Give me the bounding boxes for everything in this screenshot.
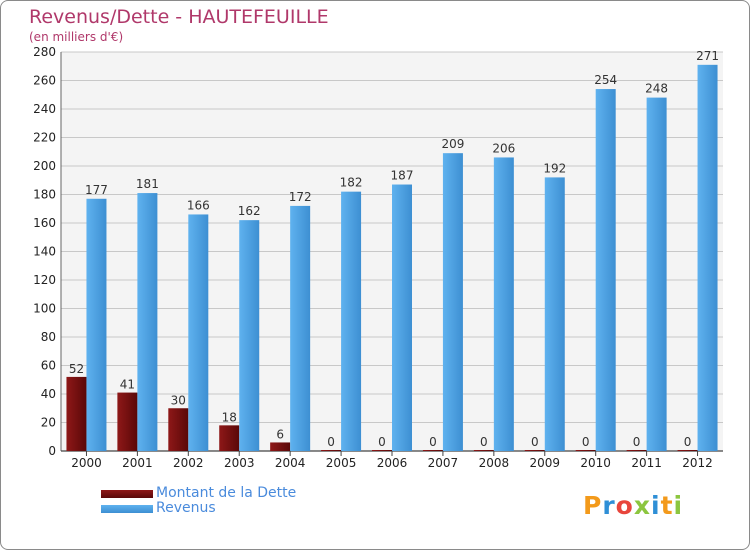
bar-revenus [86, 198, 107, 451]
x-tick-label: 2005 [326, 456, 357, 470]
data-label-revenus: 177 [85, 183, 108, 197]
y-tick-label: 0 [48, 444, 56, 458]
x-tick-label: 2003 [224, 456, 255, 470]
data-label-revenus: 162 [238, 204, 261, 218]
legend-label-dette: Montant de la Dette [156, 485, 297, 501]
data-label-revenus: 182 [340, 176, 363, 190]
data-label-dette: 41 [120, 378, 135, 392]
y-tick-label: 160 [33, 216, 56, 230]
bar-dette [117, 392, 138, 451]
x-tick-label: 2007 [428, 456, 459, 470]
x-tick-label: 2002 [173, 456, 204, 470]
bar-revenus [137, 193, 158, 451]
x-tick-label: 2006 [377, 456, 408, 470]
bar-dette [168, 408, 189, 451]
data-label-dette: 0 [378, 435, 386, 449]
bar-revenus [239, 220, 260, 451]
data-label-revenus: 181 [136, 177, 159, 191]
y-tick-label: 120 [33, 273, 56, 287]
data-label-dette: 0 [429, 435, 437, 449]
y-tick-label: 80 [41, 330, 56, 344]
data-label-dette: 30 [171, 393, 186, 407]
data-label-revenus: 209 [441, 137, 464, 151]
data-label-revenus: 166 [187, 198, 210, 212]
bar-dette [473, 450, 494, 451]
x-tick-label: 2009 [529, 456, 560, 470]
bar-dette [66, 376, 87, 451]
bar-dette [626, 450, 647, 451]
bar-revenus [442, 153, 463, 452]
bar-revenus [341, 191, 362, 451]
y-tick-label: 280 [33, 45, 56, 59]
y-tick-label: 60 [41, 359, 56, 373]
data-label-revenus: 192 [543, 161, 566, 175]
data-label-dette: 6 [276, 427, 284, 441]
legend-swatch-dette [101, 490, 153, 498]
bar-revenus [595, 89, 616, 452]
x-tick-label: 2012 [682, 456, 713, 470]
bar-revenus [697, 64, 718, 451]
bar-dette [372, 450, 392, 451]
x-tick-label: 2000 [71, 456, 102, 470]
data-label-dette: 0 [582, 435, 590, 449]
x-tick-label: 2001 [122, 456, 153, 470]
data-label-revenus: 254 [594, 73, 617, 87]
y-tick-label: 100 [33, 302, 56, 316]
bar-dette [422, 450, 443, 451]
bar-dette [219, 425, 240, 451]
data-label-dette: 0 [327, 435, 335, 449]
y-tick-label: 140 [33, 245, 56, 259]
data-label-revenus: 206 [492, 141, 515, 155]
bar-revenus [188, 214, 209, 451]
x-tick-label: 2004 [275, 456, 306, 470]
bar-dette [524, 450, 545, 451]
y-tick-label: 40 [41, 387, 56, 401]
chart-subtitle: (en milliers d'€) [29, 30, 124, 44]
data-label-revenus: 271 [696, 49, 719, 63]
data-label-dette: 0 [531, 435, 539, 449]
x-tick-label: 2008 [479, 456, 510, 470]
bar-dette [575, 450, 596, 451]
legend-swatch-revenus [101, 505, 153, 513]
proxiti-logo: Proxiti [583, 491, 684, 520]
data-label-dette: 0 [633, 435, 641, 449]
bar-revenus [646, 97, 667, 451]
bar-revenus [493, 157, 514, 451]
y-tick-label: 200 [33, 159, 56, 173]
chart-title: Revenus/Dette - HAUTEFEUILLE [29, 6, 329, 28]
data-label-dette: 0 [684, 435, 692, 449]
bar-dette [270, 442, 291, 451]
y-tick-label: 220 [33, 131, 56, 145]
bar-dette [677, 450, 698, 451]
bar-revenus [290, 205, 311, 451]
y-tick-label: 260 [33, 74, 56, 88]
bar-revenus [392, 184, 412, 451]
bar-revenus [544, 177, 565, 451]
data-label-dette: 0 [480, 435, 488, 449]
x-tick-label: 2010 [580, 456, 611, 470]
y-tick-label: 20 [41, 416, 56, 430]
x-tick-label: 2011 [631, 456, 662, 470]
y-tick-label: 180 [33, 188, 56, 202]
data-label-dette: 52 [69, 362, 84, 376]
data-label-dette: 18 [222, 410, 237, 424]
data-label-revenus: 187 [391, 169, 414, 183]
bar-dette [321, 450, 342, 451]
legend-label-revenus: Revenus [156, 500, 216, 516]
y-tick-label: 240 [33, 102, 56, 116]
data-label-revenus: 248 [645, 82, 668, 96]
data-label-revenus: 172 [289, 190, 312, 204]
